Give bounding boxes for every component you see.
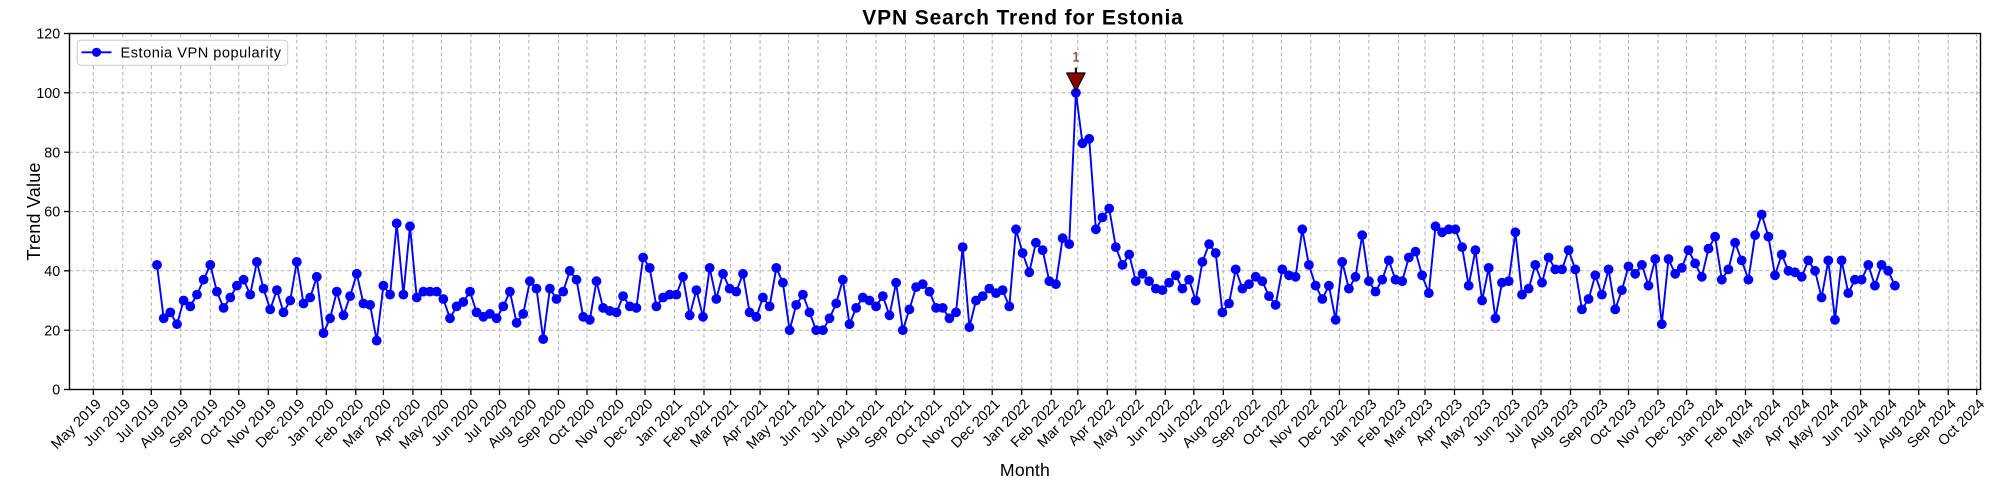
svg-text:40: 40 — [44, 264, 60, 280]
svg-text:0: 0 — [52, 383, 60, 399]
svg-text:VPN Search Trend for Estonia: VPN Search Trend for Estonia — [862, 7, 1183, 30]
svg-text:120: 120 — [36, 27, 60, 43]
svg-text:Trend Value: Trend Value — [24, 162, 44, 260]
svg-text:Month: Month — [1000, 460, 1050, 480]
svg-text:20: 20 — [44, 323, 60, 339]
svg-text:Estonia VPN popularity: Estonia VPN popularity — [121, 45, 282, 61]
svg-text:60: 60 — [44, 205, 60, 221]
svg-text:1: 1 — [1072, 49, 1080, 65]
svg-text:100: 100 — [36, 86, 60, 102]
svg-text:80: 80 — [44, 145, 60, 161]
